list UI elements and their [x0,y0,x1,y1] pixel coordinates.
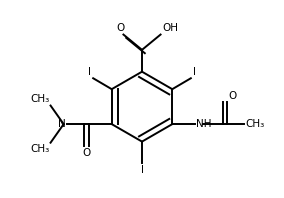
Text: O: O [82,148,91,158]
Text: OH: OH [163,23,179,33]
Text: O: O [228,91,236,101]
Text: CH₃: CH₃ [245,119,265,129]
Text: CH₃: CH₃ [30,144,49,154]
Text: I: I [193,67,196,77]
Text: N: N [58,119,66,129]
Text: I: I [141,165,143,175]
Text: I: I [88,67,91,77]
Text: NH: NH [196,119,212,129]
Text: O: O [116,23,124,33]
Text: CH₃: CH₃ [30,94,49,105]
